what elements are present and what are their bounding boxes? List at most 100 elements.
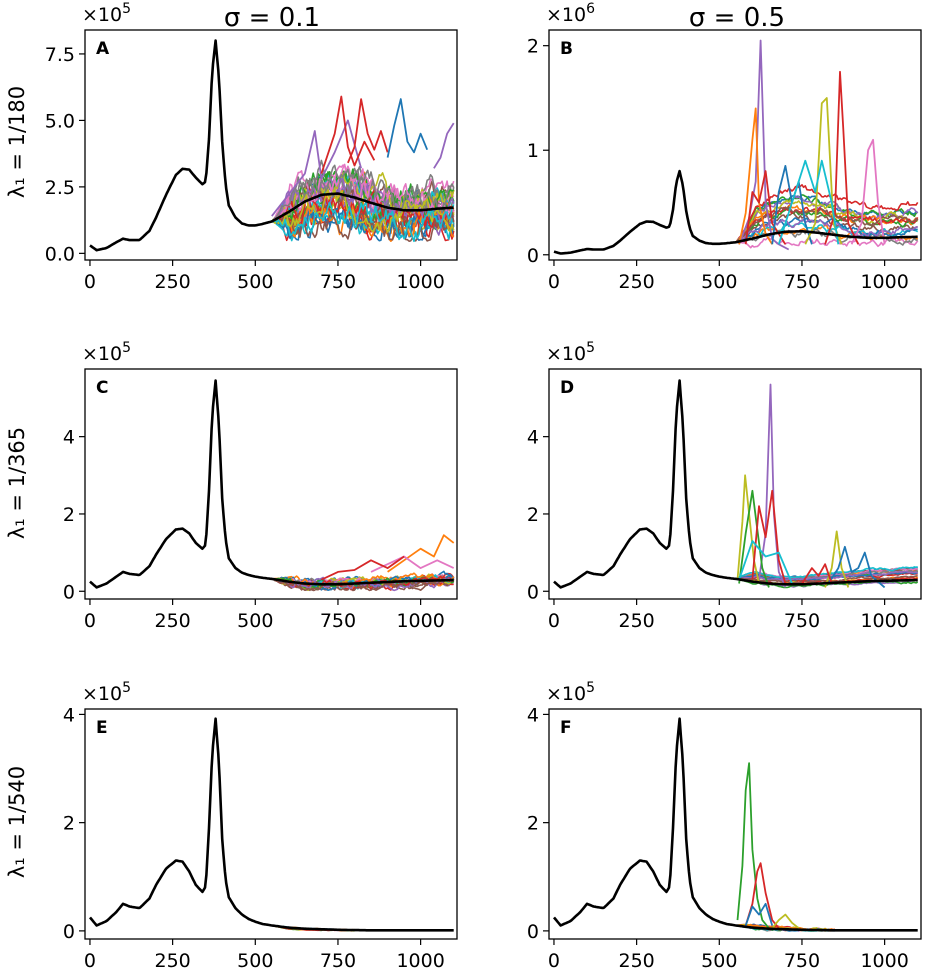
simulation-line — [735, 566, 918, 580]
axis-multiplier: ×105 — [546, 340, 595, 365]
y-tick-label: 0 — [527, 581, 539, 603]
y-tick-label: 4 — [63, 704, 75, 726]
x-tick-label: 750 — [320, 950, 356, 970]
y-tick-label: 2 — [63, 813, 75, 835]
column-title-left: σ = 0.1 — [224, 3, 320, 33]
simulation-peak-line — [850, 138, 886, 245]
panel-d: 0 250 500 750 1000 0 2 4 ×105 D — [527, 340, 922, 632]
simulation-line — [271, 187, 455, 233]
plot-area — [552, 717, 918, 932]
axis-multiplier: ×106 — [546, 1, 595, 26]
y-tick-label: 4 — [527, 427, 539, 449]
simulation-peak-line — [744, 862, 780, 929]
simulation-line — [735, 217, 918, 243]
axes-frame — [84, 708, 458, 940]
panel-f: 0 250 500 750 1000 0 2 4 ×105 F — [527, 680, 922, 970]
x-tick-label: 500 — [701, 950, 737, 970]
y-tick-label: 2 — [527, 36, 539, 58]
x-tick-label: 0 — [84, 271, 96, 293]
x-tick-label: 1000 — [396, 610, 444, 632]
panel-e: 0 250 500 750 1000 0 2 4 ×105 E — [63, 680, 458, 970]
axes-frame — [84, 29, 458, 261]
row-label-2: λ₁ = 1/365 — [5, 427, 29, 539]
baseline-line — [553, 169, 918, 255]
x-tick-label: 1000 — [860, 950, 908, 970]
x-tick-label: 0 — [548, 271, 560, 293]
y-tick-label: 0 — [527, 245, 539, 267]
x-tick-label: 250 — [154, 950, 190, 970]
x-tick-label: 250 — [618, 271, 654, 293]
y-tick-label: 0 — [527, 921, 539, 943]
axis-multiplier: ×105 — [82, 680, 131, 705]
simulation-peak-line — [771, 913, 800, 929]
simulation-peak-line — [738, 489, 770, 588]
y-tick-label: 1 — [527, 140, 539, 162]
x-tick-label: 0 — [84, 610, 96, 632]
baseline-line — [89, 39, 454, 252]
y-tick-label: 2 — [63, 504, 75, 526]
simulation-peak-line — [320, 95, 376, 174]
y-tick-label: 7.5 — [45, 44, 75, 66]
column-title-right: σ = 0.5 — [689, 3, 785, 33]
axis-multiplier: ×105 — [82, 340, 131, 365]
x-tick-label: 1000 — [396, 271, 444, 293]
simulation-peak-line — [370, 555, 455, 573]
simulation-peak-line — [386, 98, 429, 158]
simulation-line — [735, 218, 918, 243]
x-tick-label: 750 — [784, 271, 820, 293]
x-tick-label: 1000 — [396, 950, 444, 970]
y-tick-label: 2 — [527, 504, 539, 526]
simulation-line — [271, 578, 454, 592]
simulation-peak-line — [744, 902, 774, 926]
simulation-line — [271, 163, 455, 223]
axes-frame — [84, 368, 458, 600]
simulation-peak-line — [736, 474, 760, 584]
y-tick-label: 4 — [527, 704, 539, 726]
panel-c: 0 250 500 750 1000 0 2 4 ×105 C — [63, 340, 458, 632]
x-tick-label: 0 — [548, 950, 560, 970]
simulation-line — [271, 164, 455, 223]
baseline-line — [89, 379, 454, 589]
simulation-peak-line — [758, 383, 787, 588]
simulation-peak-line — [801, 563, 833, 584]
axis-multiplier: ×105 — [546, 680, 595, 705]
simulation-peak-line — [738, 540, 793, 584]
y-tick-label: 0 — [63, 921, 75, 943]
y-tick-label: 0 — [63, 581, 75, 603]
y-tick-label: 4 — [63, 427, 75, 449]
simulation-peak-line — [321, 555, 405, 581]
simulation-peak-line — [347, 98, 389, 164]
x-tick-label: 750 — [784, 610, 820, 632]
plot-area — [89, 39, 455, 252]
simulation-peak-line — [433, 122, 455, 169]
panel-letter: E — [96, 718, 108, 738]
panel-letter: B — [560, 39, 573, 59]
x-tick-label: 750 — [320, 610, 356, 632]
simulation-line — [271, 201, 455, 243]
x-tick-label: 1000 — [860, 271, 908, 293]
baseline-line — [553, 379, 918, 589]
simulation-line — [735, 205, 919, 243]
panel-letter: A — [96, 39, 110, 59]
plot-area — [88, 717, 454, 932]
y-tick-label: 2 — [527, 813, 539, 835]
x-tick-label: 0 — [548, 610, 560, 632]
x-tick-label: 750 — [320, 271, 356, 293]
simulation-peak-line — [751, 489, 787, 584]
plot-area — [553, 379, 919, 589]
y-tick-label: 0.0 — [45, 243, 75, 265]
simulation-peak-line — [387, 534, 455, 573]
axis-multiplier: ×105 — [82, 1, 131, 26]
row-label-3: λ₁ = 1/540 — [5, 766, 29, 878]
plot-area — [89, 379, 455, 592]
y-tick-label: 5.0 — [45, 110, 75, 132]
plot-area — [553, 39, 919, 255]
simulation-peak-line — [736, 762, 770, 929]
panel-b: 0 250 500 750 1000 0 1 2 ×106 B — [527, 1, 922, 293]
x-tick-label: 250 — [618, 950, 654, 970]
axes-frame — [548, 708, 922, 940]
panel-a: 0 250 500 750 1000 0.0 2.5 5.0 7.5 ×105 A — [45, 1, 458, 293]
x-tick-label: 250 — [154, 271, 190, 293]
baseline-line — [552, 717, 918, 932]
